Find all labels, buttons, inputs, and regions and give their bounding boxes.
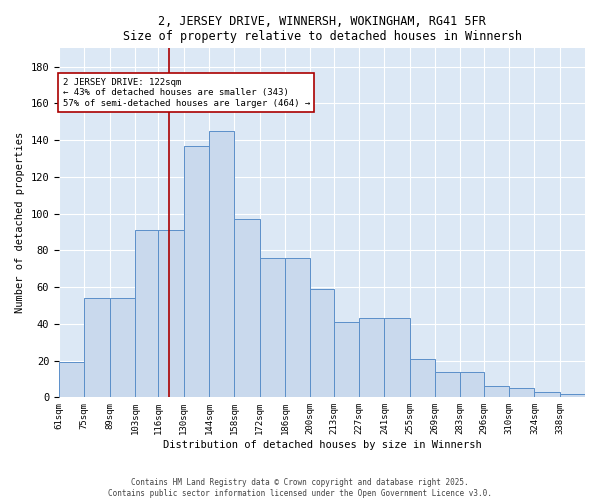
Y-axis label: Number of detached properties: Number of detached properties bbox=[15, 132, 25, 314]
Bar bbox=[509, 388, 535, 398]
Bar bbox=[535, 392, 560, 398]
Bar bbox=[484, 386, 509, 398]
Bar bbox=[310, 289, 334, 398]
Bar bbox=[560, 394, 585, 398]
Bar bbox=[209, 131, 235, 398]
Bar bbox=[135, 230, 158, 398]
Bar bbox=[460, 372, 484, 398]
Bar bbox=[59, 362, 85, 398]
Bar bbox=[359, 318, 385, 398]
Text: 2 JERSEY DRIVE: 122sqm
← 43% of detached houses are smaller (343)
57% of semi-de: 2 JERSEY DRIVE: 122sqm ← 43% of detached… bbox=[62, 78, 310, 108]
Bar bbox=[410, 359, 435, 398]
Bar bbox=[334, 322, 359, 398]
Title: 2, JERSEY DRIVE, WINNERSH, WOKINGHAM, RG41 5FR
Size of property relative to deta: 2, JERSEY DRIVE, WINNERSH, WOKINGHAM, RG… bbox=[122, 15, 521, 43]
Bar bbox=[235, 219, 260, 398]
Bar bbox=[435, 372, 460, 398]
Bar bbox=[385, 318, 410, 398]
Text: Contains HM Land Registry data © Crown copyright and database right 2025.
Contai: Contains HM Land Registry data © Crown c… bbox=[108, 478, 492, 498]
Bar bbox=[110, 298, 135, 398]
Bar bbox=[285, 258, 310, 398]
Bar bbox=[184, 146, 209, 398]
Bar bbox=[260, 258, 285, 398]
Bar bbox=[85, 298, 110, 398]
X-axis label: Distribution of detached houses by size in Winnersh: Distribution of detached houses by size … bbox=[163, 440, 481, 450]
Bar bbox=[158, 230, 184, 398]
